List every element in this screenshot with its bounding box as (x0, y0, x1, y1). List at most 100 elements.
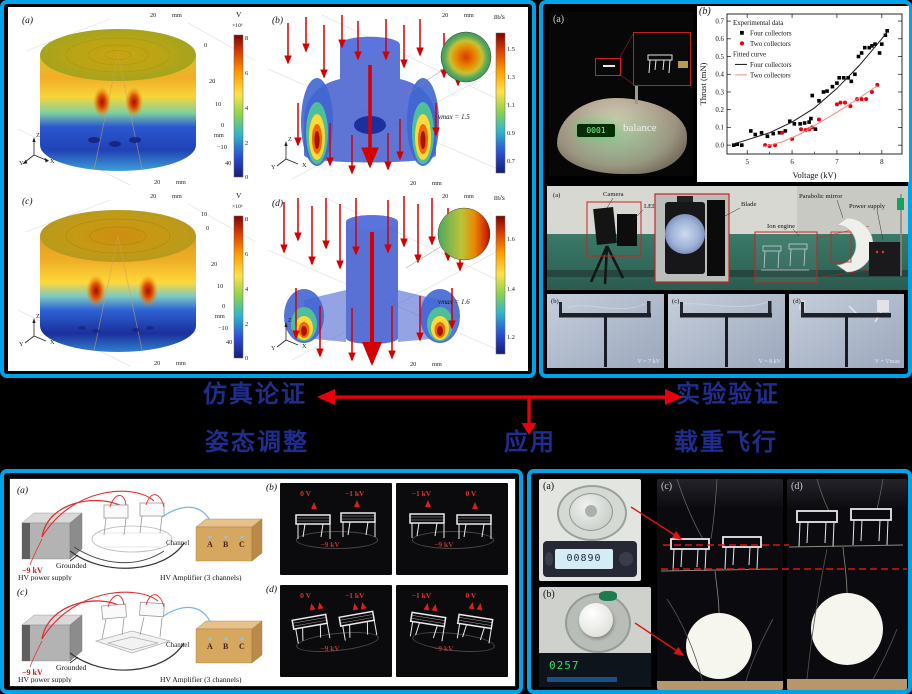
axis-label: Z (36, 132, 40, 139)
balance-knob[interactable] (619, 552, 633, 566)
legend-item: Two collectors (750, 41, 791, 48)
voltage-label: 0 V (300, 590, 312, 600)
data-point (798, 122, 802, 126)
inset-source-box (595, 58, 621, 76)
channel-c: C (239, 540, 245, 549)
data-point (731, 143, 736, 147)
leader (724, 207, 741, 217)
data-point (740, 143, 744, 147)
tick-label: 40 (225, 160, 231, 167)
tick-label: 10 (215, 101, 221, 108)
thruster-sketch (340, 511, 376, 537)
vmax-annotation: vmax = 1.5 (438, 113, 470, 121)
balance-beam (559, 313, 651, 318)
data-point (792, 122, 797, 126)
subplot-label: (b) (266, 483, 278, 493)
balance-knob[interactable] (545, 552, 553, 566)
tether-wires (816, 479, 884, 512)
hotspot (93, 87, 111, 117)
data-point (765, 134, 770, 139)
voltage-label: −1 kV (411, 488, 432, 498)
isosurface-top (346, 215, 398, 229)
low-potential-spots (88, 137, 141, 147)
arrow-up-icon (311, 502, 318, 510)
wiring-diagram-a: (a) (17, 485, 263, 581)
voltage-caption: V = 8 kV (759, 359, 782, 365)
led-label: LED (644, 203, 657, 210)
caption-load-flight: 载重飞行 (674, 428, 778, 456)
sim-subplot-a: (a) 20 mm 0 20 10 0 mm −10 40 20 mm 8 6 … (17, 10, 257, 186)
balance-reading: 0257 (549, 659, 580, 672)
tick-label: 20 (150, 12, 156, 19)
channel-a: A (207, 540, 213, 549)
end-post (647, 301, 651, 315)
sim-subplot-b: (b) 20 mm 20 mm vmax = 1.5 1.5 1.3 1.1 0… (267, 12, 515, 187)
power-supply-box (869, 242, 901, 276)
balance-caption: balance (623, 122, 657, 134)
colorbar-tick: 6 (245, 251, 248, 258)
contour-rings (65, 37, 171, 73)
neg-voltage-label: −9 kV (22, 566, 43, 575)
frame-base (411, 530, 495, 549)
channel-c: C (239, 642, 245, 651)
leader (792, 228, 800, 237)
tick-label: mm (464, 193, 474, 200)
end-post (801, 302, 804, 315)
data-point (783, 129, 788, 133)
voltage-label: −9 kV (320, 643, 340, 653)
power-label: Power supply (849, 203, 886, 210)
tick-label: mm (464, 12, 474, 19)
photo-label: (d) (793, 298, 801, 305)
legend-item: Four collectors (750, 62, 792, 69)
attitude-photo: −1 kV 0 V −9 kV (396, 483, 508, 575)
neg-voltage-label: −9 kV (22, 668, 43, 677)
contour-rings (65, 218, 171, 254)
photo-label: (c) (672, 298, 679, 305)
arrow-up-icon (476, 602, 484, 611)
payload-ball (686, 613, 752, 679)
data-point (830, 84, 835, 89)
photo-label: (d) (791, 481, 803, 492)
thruster-sketch (647, 54, 688, 74)
subplot-label: (c) (22, 196, 33, 207)
leader (836, 199, 844, 219)
data-point (807, 120, 811, 124)
axis-label: Y (271, 345, 276, 352)
caption-simulation: 仿真论证 (203, 380, 307, 408)
hv-amplifier-box (195, 518, 263, 562)
jet-lobe-left (301, 78, 333, 166)
data-point (848, 104, 853, 109)
flight-scene (657, 479, 783, 690)
data-point (867, 45, 872, 50)
fit-line (732, 29, 889, 145)
data-point (856, 54, 861, 59)
legend-item: Four collectors (750, 31, 792, 38)
colorbar-tick: 1.6 (507, 236, 515, 243)
wires (29, 591, 215, 671)
ion-engine-label: Ion engine (767, 223, 795, 230)
channel-label: Channel (166, 641, 189, 649)
voltage-caption: V = 7 kV (638, 359, 661, 365)
flow-arrows (317, 389, 683, 435)
data-point (873, 42, 877, 46)
load-flight-panel: (a) 00890 (b) 0257 (c) (527, 469, 912, 694)
data-point (735, 142, 740, 147)
leader (876, 209, 884, 241)
y-tick-label: 0.2 (715, 107, 724, 114)
thruster-sketch (409, 512, 445, 538)
indicator-led (875, 250, 879, 254)
colorbar-tick: 0 (245, 355, 248, 362)
colorbar-tick: 4 (245, 105, 249, 112)
colorbar (495, 215, 506, 355)
data-point (843, 100, 848, 105)
axis-label: Y (19, 160, 24, 167)
data-point (834, 102, 839, 107)
voltage-label: −9 kV (320, 540, 340, 550)
attitude-panel: (a) (0, 469, 523, 694)
tick-label: 0 (204, 42, 207, 49)
flight-scene (787, 479, 907, 690)
colorbar-tick: 0 (245, 174, 248, 181)
data-point (780, 130, 785, 135)
velocity-arrows (284, 15, 462, 175)
arrow-up-icon (472, 502, 479, 510)
